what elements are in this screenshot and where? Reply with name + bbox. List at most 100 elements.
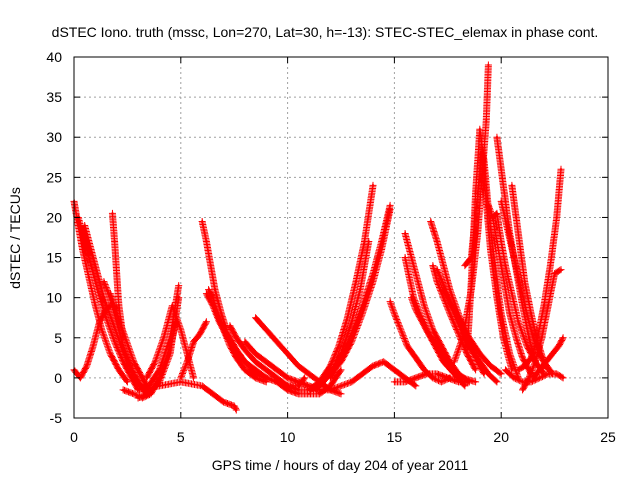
data-point [158, 368, 161, 372]
data-point [414, 376, 417, 380]
data-point [243, 360, 247, 364]
data-point [83, 224, 86, 227]
data-point [307, 388, 311, 392]
data-point [158, 384, 161, 388]
data-point [435, 372, 439, 376]
data-point [559, 268, 563, 271]
data-point [121, 388, 125, 392]
data-point [504, 200, 507, 203]
data-point [442, 264, 445, 267]
data-point [113, 340, 116, 343]
data-point [408, 276, 411, 279]
data-point [85, 364, 89, 368]
data-point [337, 344, 341, 347]
data-point [102, 296, 106, 299]
data-point [525, 312, 529, 315]
y-tick-label: 15 [46, 250, 62, 266]
series-arc-17 [226, 322, 309, 390]
data-point [523, 364, 526, 368]
data-point [521, 388, 524, 392]
data-point [521, 356, 524, 360]
data-point [500, 200, 503, 203]
data-point [228, 324, 232, 327]
data-point [478, 360, 482, 364]
data-point [431, 264, 435, 267]
data-point [467, 380, 471, 384]
data-point [205, 292, 208, 295]
data-point [425, 372, 428, 376]
data-point [89, 248, 93, 251]
data-point [470, 280, 473, 283]
data-point [508, 352, 511, 356]
data-point [243, 340, 247, 343]
y-tick-label: 5 [54, 330, 62, 346]
data-point [213, 288, 217, 291]
data-point [423, 304, 426, 307]
data-point [329, 388, 332, 392]
data-point [553, 272, 556, 275]
series-arc-41 [508, 181, 556, 378]
data-point [126, 380, 129, 384]
data-point [427, 332, 430, 335]
data-point [371, 272, 375, 275]
data-point [440, 380, 443, 384]
data-point [504, 288, 507, 291]
data-point [500, 312, 503, 315]
x-tick-label: 10 [280, 429, 296, 445]
data-point [132, 360, 136, 364]
data-point [508, 312, 511, 315]
series-arc-12 [177, 318, 210, 382]
data-point [495, 136, 499, 139]
data-point [442, 288, 445, 291]
data-point [429, 220, 432, 223]
data-point [546, 304, 550, 307]
data-point [265, 328, 268, 331]
data-point [495, 212, 499, 215]
series-arc-37 [484, 201, 535, 378]
data-point [79, 376, 82, 380]
data-point [442, 296, 445, 299]
data-point [339, 368, 343, 372]
series-arc-04 [70, 302, 114, 382]
data-point [346, 316, 349, 319]
data-point [297, 392, 300, 396]
data-point [504, 264, 507, 267]
data-point [359, 288, 362, 291]
y-tick-label: -5 [50, 410, 63, 426]
data-point [446, 376, 449, 380]
data-point [529, 380, 533, 384]
data-point [474, 380, 477, 384]
data-point [81, 248, 84, 251]
data-point [393, 368, 396, 372]
data-point [540, 336, 543, 339]
data-point [403, 376, 407, 380]
data-point [286, 352, 289, 356]
data-point [500, 264, 503, 267]
data-point [130, 368, 133, 372]
data-point [561, 336, 565, 339]
data-point [559, 168, 563, 171]
data-point [551, 352, 554, 356]
data-point [111, 212, 114, 215]
data-point [102, 280, 106, 283]
series-arc-25 [305, 358, 420, 394]
data-point [104, 308, 108, 311]
data-point [92, 344, 95, 347]
data-point [96, 272, 99, 275]
data-point [495, 240, 499, 243]
data-point [235, 336, 238, 339]
data-point [265, 368, 268, 372]
data-point [367, 240, 370, 243]
data-point [350, 380, 353, 384]
series-arc-15 [134, 378, 240, 414]
data-point [500, 168, 503, 171]
y-axis-label: dSTEC / TECUs [7, 187, 23, 289]
y-tick-label: 0 [54, 370, 62, 386]
data-point [380, 240, 383, 243]
data-point [179, 376, 182, 380]
data-point [158, 380, 161, 384]
plot-marks [70, 61, 567, 414]
data-point [519, 284, 522, 287]
data-point [350, 320, 353, 323]
